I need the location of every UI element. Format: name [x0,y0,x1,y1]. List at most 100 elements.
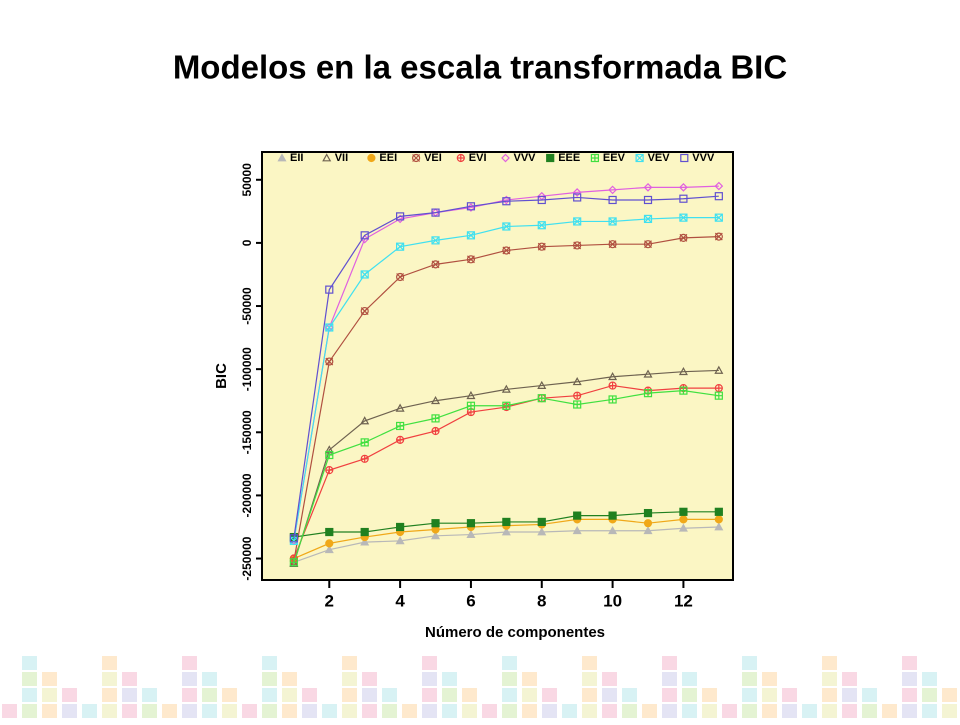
marker [643,195,653,205]
deco-square [422,688,437,702]
deco-square [662,704,677,718]
marker [466,202,476,211]
marker [608,240,617,249]
marker-part [714,515,723,524]
marker [501,527,511,536]
deco-square [222,688,237,702]
marker-part [679,194,688,203]
marker-part [360,537,370,546]
decoration [2,656,957,718]
deco-square [742,672,757,686]
deco-square [442,672,457,686]
marker-part [412,153,421,163]
marker [360,537,370,546]
marker [573,193,582,202]
deco-square [762,672,777,686]
deco-square [422,656,437,670]
deco-square [182,688,197,702]
marker [360,306,369,316]
y-tick-label: -50000 [240,287,254,325]
marker [643,240,653,249]
legend-label: EEV [603,152,626,164]
marker-part [367,153,376,163]
marker [573,241,582,250]
deco-square [62,688,77,702]
deco-square [302,688,317,702]
marker [395,536,405,545]
deco-square [682,688,697,702]
marker-part [396,242,405,251]
deco-square [842,672,857,686]
deco-square [902,704,917,718]
deco-square [602,672,617,686]
marker [608,526,618,535]
marker-part [502,402,510,410]
marker-part [396,272,405,282]
marker [501,153,510,163]
marker [643,214,653,224]
marker [714,232,723,241]
y-axis-label: BIC [213,363,230,389]
marker [679,507,688,516]
marker [396,242,405,251]
marker [679,233,688,242]
legend-label: VVV [692,152,715,164]
marker [466,231,476,240]
marker-part [360,527,369,537]
marker-part [457,154,465,162]
marker [396,421,405,431]
deco-square [362,672,377,686]
marker-part [325,285,334,294]
marker [643,519,653,528]
deco-square [102,656,117,670]
deco-square [122,688,137,702]
deco-square [762,688,777,702]
marker-part [501,527,511,536]
marker-part [643,526,653,535]
marker [679,194,688,203]
marker-part [325,323,334,332]
marker [714,365,724,374]
deco-square [642,704,657,718]
marker [643,526,653,535]
marker [714,213,723,222]
marker [679,213,688,222]
marker [431,519,440,528]
marker [289,558,298,567]
marker-part [678,523,688,532]
deco-square [842,704,857,718]
marker-part [289,536,298,545]
marker [537,221,546,230]
y-tick-label: 50000 [240,163,254,197]
marker-part [643,519,653,528]
marker-part [396,522,405,532]
marker-part [537,195,546,205]
marker-part [644,240,652,249]
deco-square [522,672,537,686]
marker-part [466,519,476,528]
marker [680,153,689,163]
marker [360,270,369,279]
marker [360,231,369,240]
deco-square [342,656,357,670]
marker [289,534,298,543]
marker [325,323,334,332]
deco-square [662,688,677,702]
deco-square [742,704,757,718]
marker [396,435,405,444]
x-tick-label: 6 [466,591,475,610]
legend-label: EEE [558,152,580,164]
deco-square [862,688,877,702]
marker-part [360,270,369,279]
legend-label: VEV [648,152,671,164]
marker [466,255,476,264]
marker-part [360,307,369,316]
marker-part [608,240,617,249]
marker [635,153,644,163]
marker-part [396,273,405,281]
marker [537,517,546,527]
deco-square [262,704,277,718]
legend: EII VII EEI VEI EVI VVV EEE EEV VEV VVV [277,152,715,164]
marker [466,390,476,400]
